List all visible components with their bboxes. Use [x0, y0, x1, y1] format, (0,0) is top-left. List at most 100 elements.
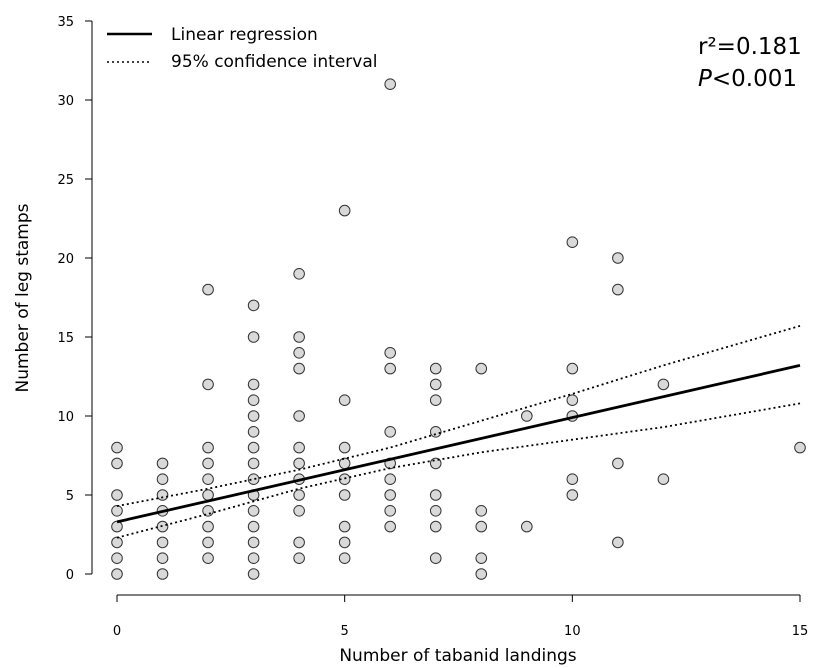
x-tick-label: 0 — [113, 624, 121, 639]
p-value-label: P<0.001 — [698, 66, 797, 92]
data-point — [156, 552, 169, 565]
y-tick-label: 5 — [66, 489, 74, 504]
data-point — [247, 426, 260, 438]
data-point — [566, 362, 579, 375]
data-point — [293, 268, 305, 280]
data-point — [247, 457, 260, 470]
data-point — [247, 568, 260, 580]
y-tick-label: 35 — [57, 15, 74, 30]
data-point — [293, 410, 305, 422]
regression-line — [116, 364, 801, 524]
data-point — [612, 283, 624, 296]
data-point — [247, 505, 260, 517]
data-point — [429, 362, 442, 375]
data-point — [338, 520, 351, 533]
data-point — [111, 520, 123, 533]
data-point — [475, 362, 488, 375]
data-point — [156, 568, 169, 580]
data-point — [202, 378, 214, 391]
legend-label-confidence-interval: 95% confidence interval — [171, 52, 377, 72]
data-point — [338, 204, 351, 217]
data-point — [247, 410, 260, 422]
legend-label-regression: Linear regression — [171, 25, 318, 45]
data-point — [657, 473, 670, 486]
data-point — [566, 236, 579, 248]
data-point — [384, 347, 397, 359]
data-point — [247, 378, 260, 391]
data-point — [247, 394, 260, 407]
data-point — [338, 394, 351, 407]
x-axis-title: Number of tabanid landings — [339, 646, 576, 666]
data-point — [612, 252, 624, 264]
x-ticks: 0 5 10 15 — [113, 595, 808, 639]
data-point — [429, 426, 442, 438]
y-ticks: 0 5 10 15 20 25 30 35 — [57, 15, 92, 583]
data-point — [338, 457, 351, 470]
data-point — [475, 520, 488, 533]
data-point — [293, 441, 305, 454]
legend: Linear regression 95% confidence interva… — [107, 25, 377, 72]
y-tick-label: 30 — [57, 94, 74, 109]
data-point — [384, 505, 397, 517]
data-point — [111, 457, 123, 470]
data-point — [111, 536, 123, 549]
data-point — [111, 552, 123, 565]
y-tick-label: 25 — [57, 173, 74, 188]
data-point — [247, 331, 260, 343]
data-point — [475, 552, 488, 565]
points-layer — [111, 78, 806, 580]
data-point — [429, 552, 442, 565]
data-point — [566, 473, 579, 486]
x-tick-label: 5 — [341, 624, 349, 639]
data-point — [794, 441, 806, 454]
data-point — [247, 552, 260, 565]
data-point — [384, 362, 397, 375]
y-tick-label: 15 — [57, 331, 74, 346]
y-tick-label: 20 — [57, 252, 74, 267]
data-point — [202, 457, 214, 470]
y-axis-title: Number of leg stamps — [13, 203, 33, 392]
data-point — [338, 441, 351, 454]
data-point — [156, 457, 169, 470]
data-point — [429, 394, 442, 407]
data-point — [202, 473, 214, 486]
data-point — [475, 568, 488, 580]
data-point — [566, 394, 579, 407]
x-tick-label: 10 — [564, 624, 581, 639]
data-point — [202, 441, 214, 454]
data-point — [156, 473, 169, 486]
data-point — [293, 457, 305, 470]
x-axis: 0 5 10 15 — [113, 594, 808, 639]
data-point — [293, 552, 305, 565]
data-point — [247, 299, 260, 312]
data-point — [247, 441, 260, 454]
data-point — [384, 473, 397, 486]
x-tick-label: 15 — [792, 624, 809, 639]
data-point — [612, 536, 624, 549]
data-point — [111, 505, 123, 517]
data-point — [111, 568, 123, 580]
data-point — [202, 552, 214, 565]
data-point — [475, 505, 488, 517]
data-point — [111, 489, 123, 501]
data-point — [202, 489, 214, 501]
data-point — [293, 362, 305, 375]
data-point — [156, 536, 169, 549]
data-point — [202, 536, 214, 549]
p-value: <0.001 — [712, 66, 797, 92]
y-axis: 0 5 10 15 20 25 30 35 — [57, 15, 93, 583]
data-point — [247, 473, 260, 486]
data-point — [293, 536, 305, 549]
data-point — [384, 78, 397, 90]
data-point — [612, 457, 624, 470]
data-point — [429, 378, 442, 391]
data-point — [566, 489, 579, 501]
regression-lines-layer — [116, 325, 801, 539]
data-point — [247, 536, 260, 549]
data-point — [338, 552, 351, 565]
data-point — [338, 536, 351, 549]
data-point — [202, 283, 214, 296]
data-point — [429, 505, 442, 517]
y-tick-label: 0 — [66, 568, 74, 583]
